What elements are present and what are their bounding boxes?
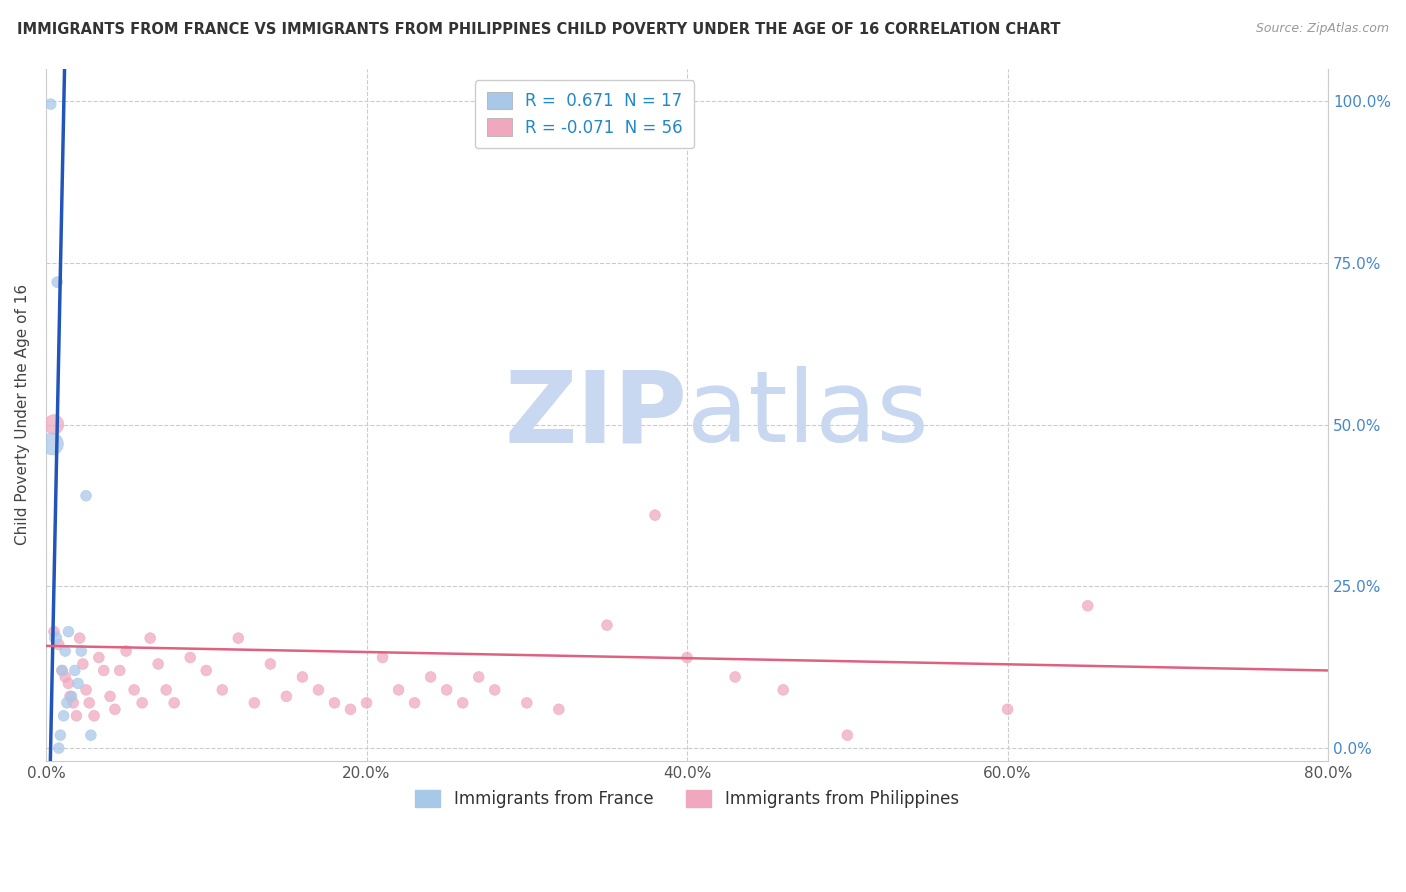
Point	[371, 650, 394, 665]
Text: atlas: atlas	[688, 367, 929, 463]
Point	[53, 644, 76, 658]
Point	[41, 437, 63, 451]
Point	[772, 682, 794, 697]
Point	[436, 682, 458, 697]
Point	[516, 696, 538, 710]
Text: IMMIGRANTS FROM FRANCE VS IMMIGRANTS FROM PHILIPPINES CHILD POVERTY UNDER THE AG: IMMIGRANTS FROM FRANCE VS IMMIGRANTS FRO…	[17, 22, 1060, 37]
Point	[339, 702, 361, 716]
Point	[60, 690, 83, 704]
Point	[291, 670, 314, 684]
Point	[1077, 599, 1099, 613]
Point	[676, 650, 699, 665]
Point	[75, 489, 97, 503]
Point	[58, 624, 80, 639]
Point	[42, 624, 65, 639]
Point	[724, 670, 747, 684]
Point	[276, 690, 298, 704]
Point	[53, 670, 76, 684]
Point	[155, 682, 177, 697]
Point	[484, 682, 506, 697]
Point	[243, 696, 266, 710]
Point	[226, 631, 249, 645]
Point	[115, 644, 138, 658]
Point	[108, 664, 131, 678]
Point	[211, 682, 233, 697]
Text: Source: ZipAtlas.com: Source: ZipAtlas.com	[1256, 22, 1389, 36]
Point	[56, 696, 79, 710]
Point	[39, 97, 62, 112]
Point	[59, 690, 82, 704]
Point	[404, 696, 426, 710]
Point	[596, 618, 619, 632]
Point	[146, 657, 169, 671]
Point	[80, 728, 103, 742]
Point	[77, 696, 100, 710]
Text: ZIP: ZIP	[505, 367, 688, 463]
Point	[46, 275, 69, 289]
Point	[451, 696, 474, 710]
Point	[52, 708, 75, 723]
Point	[72, 657, 94, 671]
Point	[62, 696, 84, 710]
Point	[195, 664, 218, 678]
Point	[259, 657, 281, 671]
Point	[387, 682, 409, 697]
Point	[419, 670, 441, 684]
Point	[70, 644, 93, 658]
Point	[83, 708, 105, 723]
Point	[66, 676, 89, 690]
Point	[98, 690, 121, 704]
Point	[997, 702, 1019, 716]
Point	[547, 702, 569, 716]
Point	[323, 696, 346, 710]
Point	[131, 696, 153, 710]
Point	[139, 631, 162, 645]
Point	[51, 664, 73, 678]
Point	[837, 728, 859, 742]
Point	[42, 417, 65, 432]
Point	[51, 664, 73, 678]
Point	[48, 741, 70, 756]
Point	[87, 650, 110, 665]
Y-axis label: Child Poverty Under the Age of 16: Child Poverty Under the Age of 16	[15, 285, 30, 545]
Point	[179, 650, 201, 665]
Point	[49, 728, 72, 742]
Point	[48, 638, 70, 652]
Point	[163, 696, 186, 710]
Point	[69, 631, 91, 645]
Point	[467, 670, 489, 684]
Point	[307, 682, 329, 697]
Point	[122, 682, 145, 697]
Point	[65, 708, 87, 723]
Point	[75, 682, 97, 697]
Legend: Immigrants from France, Immigrants from Philippines: Immigrants from France, Immigrants from …	[409, 783, 966, 815]
Point	[644, 508, 666, 522]
Point	[58, 676, 80, 690]
Point	[45, 631, 67, 645]
Point	[104, 702, 127, 716]
Point	[356, 696, 378, 710]
Point	[93, 664, 115, 678]
Point	[63, 664, 86, 678]
